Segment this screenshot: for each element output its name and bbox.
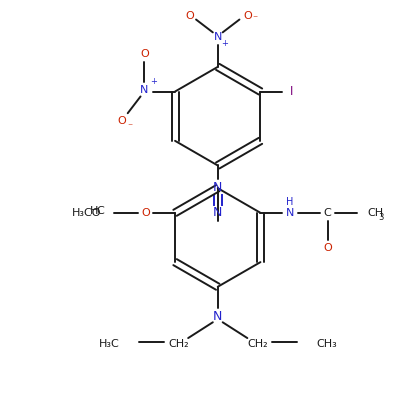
Text: N: N	[213, 310, 222, 323]
Text: CH₂: CH₂	[247, 339, 268, 349]
Text: N: N	[286, 208, 294, 218]
Text: H: H	[90, 206, 98, 216]
Text: O: O	[141, 208, 150, 218]
Text: +: +	[150, 77, 157, 86]
Text: C: C	[324, 208, 331, 218]
Text: O: O	[323, 243, 332, 253]
Text: N: N	[213, 181, 222, 194]
Text: O: O	[243, 10, 252, 20]
Text: O: O	[140, 49, 149, 59]
Text: +: +	[221, 39, 228, 48]
Text: CH₃: CH₃	[316, 339, 337, 349]
Text: H: H	[286, 197, 294, 207]
Text: 3: 3	[379, 213, 384, 222]
Text: C: C	[96, 206, 104, 216]
Text: CH₂: CH₂	[168, 339, 189, 349]
Text: H₃C: H₃C	[98, 339, 119, 349]
Text: O: O	[186, 10, 194, 20]
Text: N: N	[213, 206, 222, 219]
Text: N: N	[140, 84, 149, 94]
Text: N: N	[214, 32, 222, 42]
Text: CH: CH	[367, 208, 383, 218]
Text: ⁻: ⁻	[127, 122, 132, 132]
Text: I: I	[290, 85, 294, 98]
Text: H₃CO: H₃CO	[72, 208, 101, 218]
Text: O: O	[118, 116, 126, 126]
Text: ⁻: ⁻	[253, 14, 258, 24]
